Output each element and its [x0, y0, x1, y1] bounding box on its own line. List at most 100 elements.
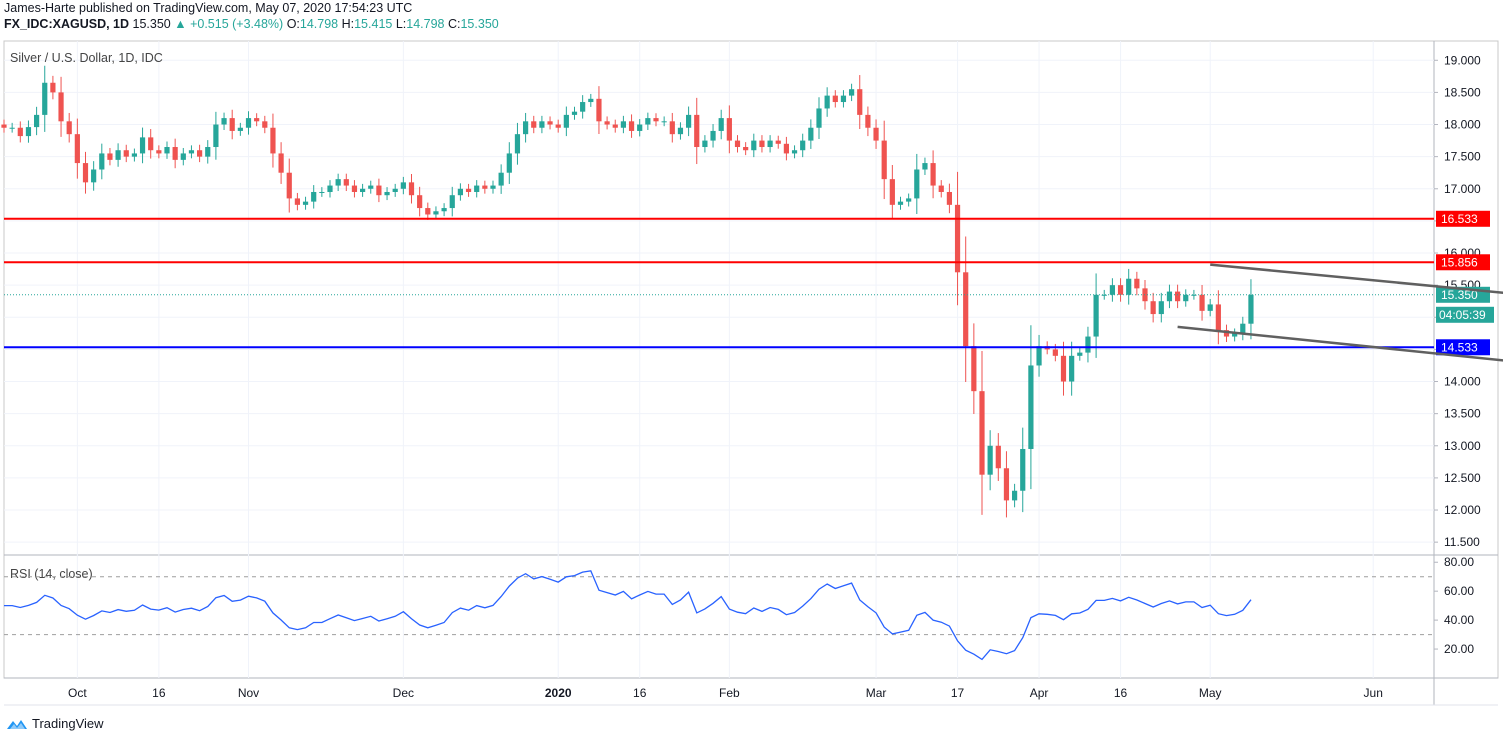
x-tick-label: Dec	[393, 686, 414, 700]
candle-body	[596, 98, 602, 122]
rsi-tick-label: 40.00	[1444, 613, 1474, 627]
candle-body	[270, 127, 276, 154]
high-label: H:	[341, 17, 355, 31]
symbol-label: FX_IDC:XAGUSD, 1D	[4, 17, 130, 31]
x-tick-label: 16	[1114, 686, 1128, 700]
candle-body	[376, 185, 382, 196]
level-label: 15.856	[1441, 255, 1478, 269]
x-tick-label: 17	[951, 686, 965, 700]
candle-body	[637, 124, 643, 131]
candle-body	[197, 150, 203, 157]
candle-body	[1126, 278, 1132, 295]
candle-body	[408, 182, 415, 196]
candle-body	[734, 140, 741, 148]
candle-body	[360, 188, 366, 192]
candle-body	[1175, 291, 1181, 302]
x-tick-label: Oct	[68, 686, 87, 700]
candle-body	[172, 147, 178, 160]
candle-body	[474, 185, 480, 192]
candle-body	[1, 124, 7, 128]
candle-body	[922, 163, 928, 170]
x-tick-label: Jun	[1364, 686, 1383, 700]
candle-body	[286, 172, 292, 199]
x-tick-label: 2020	[545, 686, 572, 700]
candle-body	[229, 118, 235, 131]
candle-body	[50, 82, 56, 93]
candle-body	[1060, 355, 1067, 382]
candle-body	[800, 140, 806, 151]
x-tick-label: Mar	[866, 686, 887, 700]
y-tick-label: 18.500	[1444, 85, 1481, 99]
candle-body	[417, 195, 423, 209]
y-tick-label: 13.500	[1444, 407, 1481, 421]
candle-body	[400, 182, 406, 189]
candle-body	[449, 195, 455, 209]
candle-body	[433, 211, 439, 215]
low-label: L:	[395, 17, 407, 31]
candle-body	[1223, 330, 1230, 337]
rsi-tick-label: 60.00	[1444, 584, 1474, 598]
last-price: 15.350	[132, 17, 171, 31]
publish-line: James-Harte published on TradingView.com…	[4, 1, 413, 15]
candle-body	[58, 92, 64, 122]
candle-body	[914, 169, 920, 199]
low-value: 14.798	[406, 17, 445, 31]
candle-body	[726, 118, 732, 141]
candle-body	[791, 150, 798, 154]
candle-body	[1020, 448, 1026, 491]
candle-body	[213, 124, 219, 148]
candle-body	[669, 121, 675, 135]
candle-body	[881, 140, 887, 180]
trend-line	[1210, 263, 1503, 295]
candle-body	[849, 89, 855, 96]
candle-body	[531, 121, 537, 128]
x-tick-label: 16	[633, 686, 647, 700]
candle-body	[237, 127, 243, 131]
candle-body	[645, 118, 651, 125]
candle-body	[824, 95, 830, 109]
candle-body	[930, 163, 936, 186]
candle-body	[1069, 355, 1075, 382]
candle-body	[1166, 291, 1173, 302]
candle-body	[245, 118, 252, 128]
candle-body	[620, 121, 626, 128]
level-label: 14.533	[1441, 340, 1478, 354]
candle-body	[954, 204, 961, 273]
candle-body	[857, 89, 863, 115]
high-value: 15.415	[354, 17, 393, 31]
candle-body	[718, 118, 724, 131]
rsi-title: RSI (14, close)	[10, 567, 93, 581]
candle-body	[278, 153, 284, 173]
candle-body	[17, 127, 23, 137]
candle-body	[995, 445, 1001, 469]
x-tick-label: Feb	[719, 686, 740, 700]
y-tick-label: 18.000	[1444, 118, 1481, 132]
candle-body	[580, 102, 586, 112]
x-tick-label: May	[1199, 686, 1222, 700]
candle-body	[34, 114, 40, 128]
candle-body	[262, 121, 268, 128]
candle-body	[832, 95, 838, 103]
candle-body	[294, 198, 300, 205]
y-tick-label: 11.500	[1444, 535, 1480, 549]
rsi-tick-label: 80.00	[1444, 555, 1474, 569]
candle-body	[392, 188, 398, 192]
candle-body	[1183, 294, 1189, 302]
y-tick-label: 13.000	[1444, 439, 1481, 453]
level-label: 16.533	[1441, 212, 1478, 226]
tradingview-footer[interactable]: TradingView	[6, 716, 104, 731]
candle-body	[971, 346, 977, 392]
candle-body	[156, 150, 162, 154]
candle-body	[302, 201, 309, 205]
open-label: O:	[286, 17, 300, 31]
candle-body	[221, 118, 227, 125]
candle-body	[1117, 285, 1124, 295]
y-tick-label: 12.000	[1444, 503, 1481, 517]
candle-body	[751, 140, 757, 151]
trend-line	[1177, 325, 1503, 362]
candle-body	[1150, 301, 1156, 315]
candle-body	[840, 95, 847, 103]
rsi-line	[4, 570, 1252, 661]
candle-body	[131, 153, 137, 157]
